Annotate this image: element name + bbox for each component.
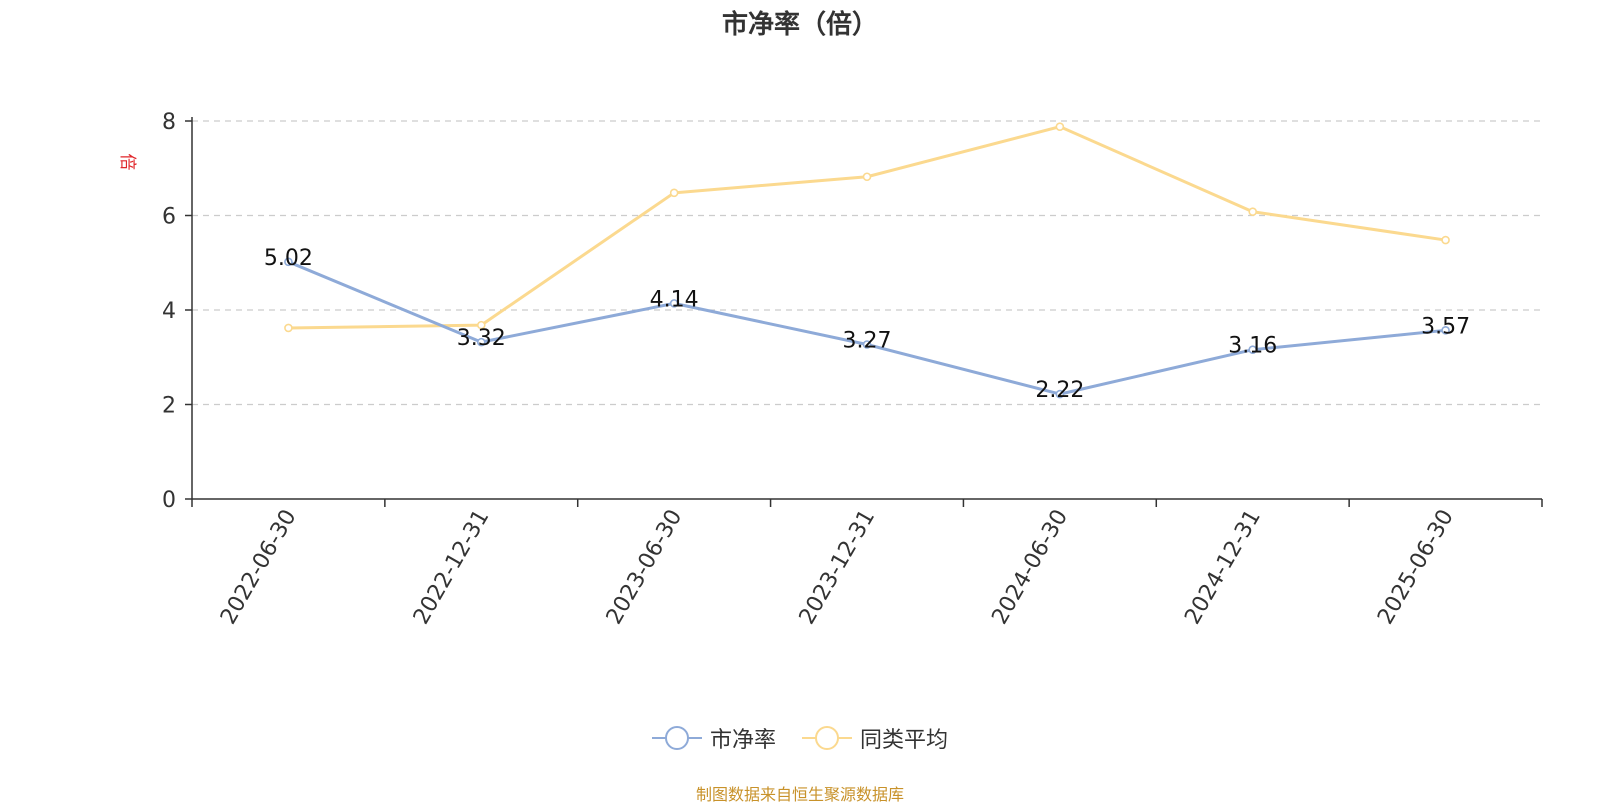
peer-average-series-line (286, 125, 1448, 330)
peer-average-point (669, 188, 679, 198)
y-tick-label: 4 (162, 299, 176, 324)
peer-average-point (284, 323, 293, 333)
peer-average-point (1248, 207, 1258, 217)
y-tick-label: 8 (162, 110, 176, 135)
data-label: 3.27 (843, 328, 892, 353)
data-label: 2.22 (1035, 378, 1084, 403)
legend-item-pb-ratio[interactable]: 市净率 (651, 722, 776, 754)
x-tick-label: 2024-06-30 (987, 506, 1073, 629)
legend-label-peer-average: 同类平均 (860, 728, 949, 753)
data-label: 5.02 (264, 246, 313, 271)
chart-title: 市净率（倍） (721, 10, 878, 40)
data-label: 4.14 (650, 287, 699, 312)
x-tick-label: 2023-12-31 (795, 506, 881, 629)
pb-ratio-point (862, 340, 872, 349)
x-tick-label: 2024-12-31 (1180, 506, 1266, 629)
data-label: 3.32 (457, 326, 506, 351)
x-tick-label: 2022-06-30 (216, 506, 302, 629)
data-label: 3.57 (1421, 314, 1470, 339)
y-tick-label: 2 (162, 394, 176, 419)
x-tick-label: 2025-06-30 (1373, 506, 1459, 629)
peer-average-point (476, 320, 486, 330)
legend-label-pb-ratio: 市净率 (709, 728, 776, 753)
pb-ratio-point (1248, 345, 1258, 354)
peer-average-point (1441, 235, 1450, 245)
pb-ratio-point (284, 257, 293, 267)
peer-average-point (1055, 122, 1065, 131)
legend: 市净率 同类平均 (0, 722, 1600, 754)
data-label: 3.16 (1228, 334, 1277, 359)
legend-item-peer-average[interactable]: 同类平均 (802, 722, 948, 754)
pb-ratio-point (476, 337, 486, 347)
peer-average-point (862, 172, 872, 182)
legend-line-circle-icon (802, 726, 852, 750)
y-axis-title: 倍 (117, 154, 137, 171)
pb-ratio-point (1441, 326, 1450, 335)
pb-ratio-point (669, 299, 679, 308)
legend-line-circle-icon (651, 726, 702, 750)
x-tick-label: 2023-06-30 (602, 506, 688, 629)
x-tick-label: 2022-12-31 (409, 506, 495, 629)
source-note: 制图数据来自恒生聚源数据库 (695, 785, 904, 804)
y-tick-label: 0 (162, 488, 176, 513)
pb-ratio-point (1055, 389, 1065, 399)
y-tick-label: 6 (162, 205, 176, 230)
